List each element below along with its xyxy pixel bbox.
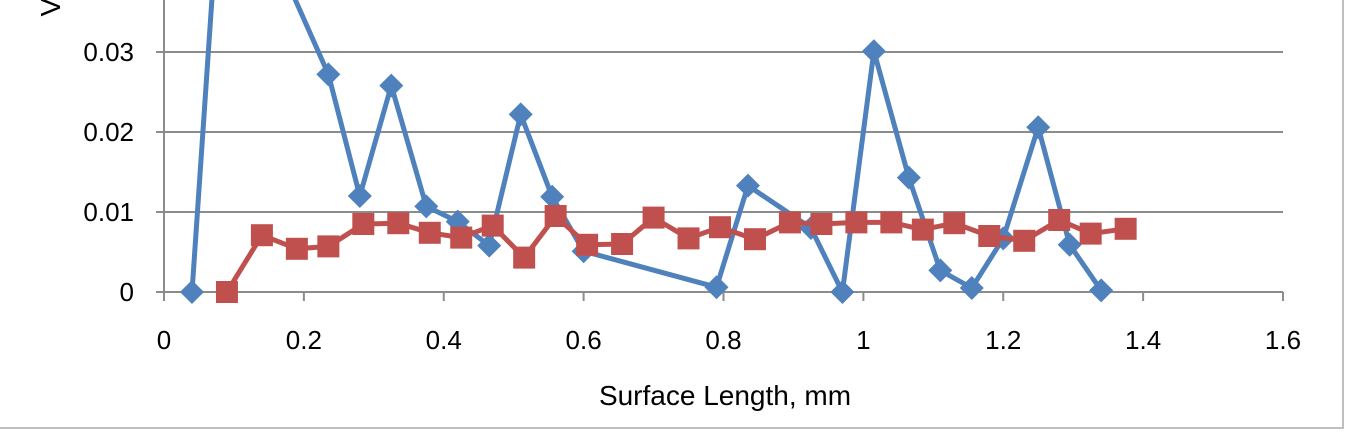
data-point-square: [677, 227, 700, 250]
series-1: [179, 0, 1114, 304]
data-point-diamond: [379, 73, 404, 98]
data-point-diamond: [414, 194, 439, 219]
data-point-diamond: [316, 62, 341, 87]
data-point-diamond: [830, 280, 855, 304]
data-point-diamond: [508, 102, 533, 127]
data-point-diamond: [179, 280, 204, 304]
series-2-line: [224, 213, 1126, 294]
data-point-square: [642, 206, 665, 229]
data-point-square: [978, 225, 1001, 247]
data-point-square: [943, 212, 966, 235]
data-point-square: [1013, 229, 1036, 252]
x-tick-label: 1: [856, 325, 870, 355]
data-point-square: [1048, 209, 1071, 231]
series-1-line: [189, 0, 1104, 295]
x-tick-label: 0.4: [426, 325, 462, 355]
data-point-square: [709, 216, 732, 239]
data-point-square: [481, 214, 504, 237]
data-point-square: [352, 213, 375, 235]
data-point-diamond: [477, 233, 502, 258]
tick-labels: 0 0.01 0.02 0.03 0 0.2 0.4 0.6 0.8 1 1.2 1.4 1.6: [83, 37, 1301, 355]
data-point-square: [215, 281, 238, 303]
data-point-square: [743, 228, 766, 251]
data-point-square: [576, 233, 599, 256]
data-point-square: [317, 235, 340, 258]
data-point-diamond: [347, 184, 372, 208]
data-point-square: [250, 224, 273, 247]
chart-area: 0 0.01 0.02 0.03 0 0.2 0.4 0.6 0.8 1 1.2 1.4 1.6 Sur…: [0, 0, 1344, 429]
line-chart: 0 0.01 0.02 0.03 0 0.2 0.4 0.6 0.8 1 1.2 1.4 1.6 Sur…: [35, 0, 1301, 411]
data-point-diamond: [928, 258, 953, 283]
y-tick-label: 0: [120, 277, 134, 307]
data-point-diamond: [959, 276, 984, 300]
data-point-diamond: [704, 275, 729, 300]
data-point-diamond: [1057, 232, 1082, 257]
data-point-diamond: [1089, 278, 1114, 303]
data-point-square: [911, 218, 934, 241]
data-point-square: [880, 211, 903, 234]
x-axis-title: Surface Length, mm: [599, 380, 851, 411]
x-tick-label: 1.2: [985, 325, 1021, 355]
data-point-diamond: [1026, 115, 1051, 140]
data-point-diamond: [540, 184, 565, 209]
x-tick-label: 0: [157, 325, 171, 355]
y-tick-label: 0.02: [83, 117, 134, 147]
data-point-diamond: [896, 165, 921, 190]
data-point-square: [611, 233, 634, 255]
data-point-square: [778, 211, 801, 234]
y-tick-label: 0.01: [83, 197, 134, 227]
data-point-square: [513, 246, 536, 269]
x-tick-label: 1.4: [1125, 325, 1161, 355]
data-point-square: [285, 237, 308, 260]
gridlines: [164, 51, 1283, 213]
data-point-diamond: [735, 173, 760, 198]
data-point-square: [1114, 217, 1137, 240]
data-point-square: [544, 205, 567, 227]
y-tick-label: 0.03: [83, 37, 134, 67]
series-layer: [179, 0, 1137, 304]
data-point-square: [1079, 222, 1102, 245]
x-tick-label: 0.6: [566, 325, 602, 355]
x-tick-label: 0.2: [286, 325, 322, 355]
data-point-square: [387, 212, 410, 235]
x-tick-label: 0.8: [705, 325, 741, 355]
data-point-diamond: [861, 39, 886, 64]
data-point-square: [810, 213, 833, 235]
data-point-square: [845, 211, 868, 234]
x-tick-label: 1.6: [1265, 325, 1301, 355]
data-point-square: [418, 221, 441, 244]
series-2: [215, 205, 1137, 303]
y-axis-title: Var: [35, 0, 66, 17]
data-point-square: [450, 226, 473, 249]
